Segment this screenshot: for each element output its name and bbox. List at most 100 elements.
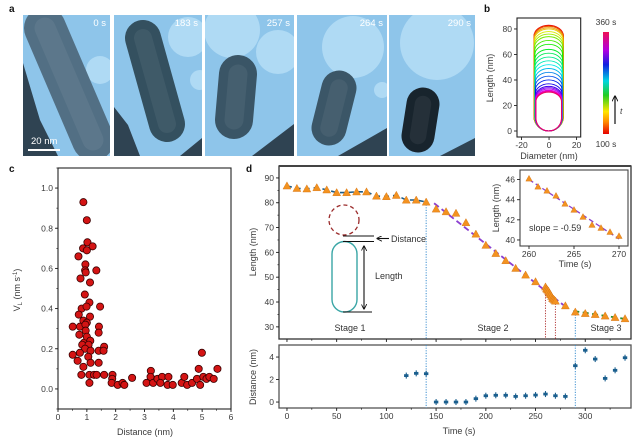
y-tick-label: 40 <box>506 235 516 245</box>
x-tick-label: 265 <box>567 249 581 259</box>
scatter-point <box>120 380 129 389</box>
y-title-unit: (nm s <box>12 276 22 302</box>
length-data-point <box>491 248 501 257</box>
tem-frame <box>205 15 294 156</box>
length-data-point <box>471 229 481 238</box>
scatter-point <box>76 274 85 283</box>
tem-frame <box>297 15 387 156</box>
panel-label-b: b <box>484 4 490 15</box>
nanorod-capsule-icon <box>331 240 358 313</box>
distance-data-point <box>443 399 449 406</box>
scatter-point <box>80 290 89 299</box>
length-data-point <box>511 263 520 272</box>
liquid-pocket <box>374 82 387 98</box>
distance-data-point <box>523 392 528 399</box>
x-tick-label: 50 <box>332 411 342 421</box>
nanorod <box>125 20 185 142</box>
target-particle-circle <box>328 204 360 236</box>
inset-data-point <box>543 187 551 194</box>
liquid-pocket <box>168 17 202 57</box>
stage-2-label: Stage 2 <box>477 323 508 333</box>
scatter-point <box>180 372 189 381</box>
panel-b-y-axis-title: Length (nm) <box>485 54 495 103</box>
length-data-point <box>451 208 461 217</box>
length-data-point <box>332 188 342 196</box>
y-tick-label: 70 <box>265 223 275 233</box>
contour-line <box>535 90 563 132</box>
panel-b-colorbar: 360 s 100 s t <box>596 17 623 149</box>
distance-data-point <box>513 393 518 400</box>
y-tick-label: 4 <box>269 352 274 362</box>
x-tick-label: 1 <box>84 412 89 422</box>
panel-c-scatter-plot: 0.0 0.2 0.4 0.6 0.8 1.0 0 1 2 3 4 5 6 <box>41 167 234 422</box>
length-data-point <box>282 181 292 190</box>
scatter-point <box>75 330 84 339</box>
y-tick-label: 80 <box>503 24 513 34</box>
x-tick-label: 150 <box>429 411 443 421</box>
length-data-point <box>322 185 332 194</box>
scatter-point <box>128 373 137 382</box>
y-title-superscript: -1 <box>13 271 19 277</box>
panel-a-tem-sequence <box>23 15 475 156</box>
length-data-point <box>401 195 411 204</box>
neighbor-particle <box>252 124 294 156</box>
x-tick-label: 4 <box>171 412 176 422</box>
length-data-point <box>521 270 530 279</box>
scatter-point <box>74 310 83 319</box>
y-tick-label: 0.0 <box>41 384 53 394</box>
length-data-point <box>551 296 560 305</box>
y-tick-label: 40 <box>503 75 513 85</box>
slope-annotation: slope = -0.59 <box>529 223 581 233</box>
distance-data-point <box>593 356 598 363</box>
length-data-point <box>570 307 580 316</box>
frame-content <box>114 15 202 156</box>
contour-line <box>533 24 564 132</box>
contour-line <box>534 33 564 132</box>
y-tick-label: 20 <box>503 100 513 110</box>
panel-d-y-axis-title: Length (nm) <box>248 228 258 277</box>
scatter-point <box>88 242 97 251</box>
distance-data-point <box>414 370 419 377</box>
inset-data-point <box>579 213 587 220</box>
nanorod-highlight <box>320 79 348 137</box>
distance-data-point <box>563 393 568 400</box>
frame-time-label: 290 s <box>448 18 471 29</box>
contour-line <box>534 71 563 132</box>
y-tick-label: 42 <box>506 215 516 225</box>
stage-3-label: Stage 3 <box>590 323 621 333</box>
inset-data-point <box>525 174 533 182</box>
x-tick-label: 260 <box>522 249 536 259</box>
panel-d-length-plot: 30 40 50 60 70 80 90 <box>265 165 632 342</box>
stage-1-line <box>286 185 427 203</box>
y-tick-label: 44 <box>506 195 516 205</box>
y-tick-label: 0 <box>269 397 274 407</box>
x-tick-label: 300 <box>578 411 592 421</box>
length-data-point <box>352 187 361 196</box>
y-tick-label: 50 <box>265 272 275 282</box>
length-data-point <box>362 187 371 196</box>
plot-frame <box>278 344 632 409</box>
panel-d-distance-axis-title: Distance (nm) <box>248 349 258 405</box>
contour-line <box>534 68 563 132</box>
x-tick-label: 0 <box>285 411 290 421</box>
distance-data-point <box>463 399 469 406</box>
scatter-point <box>82 216 91 225</box>
scatter-point <box>79 198 88 207</box>
y-tick-label: 0.8 <box>41 223 53 233</box>
length-data-point <box>421 197 431 206</box>
x-tick-label: 3 <box>142 412 147 422</box>
scatter-point <box>92 266 101 275</box>
length-data-point <box>372 191 381 200</box>
colorbar-min-label: 100 s <box>596 139 617 149</box>
y-tick-label: 0.4 <box>41 304 53 314</box>
inset-data-point <box>588 221 596 228</box>
frame-time-label: 0 s <box>93 18 106 29</box>
stage-3-fit-line <box>573 310 629 321</box>
length-data-point <box>590 310 600 318</box>
length-data-point <box>342 188 351 196</box>
contour-line <box>534 75 563 132</box>
distance-data-point <box>493 392 498 399</box>
scatter-point <box>75 348 84 357</box>
nanorod-highlight <box>134 29 176 133</box>
distance-data-point <box>503 392 508 399</box>
